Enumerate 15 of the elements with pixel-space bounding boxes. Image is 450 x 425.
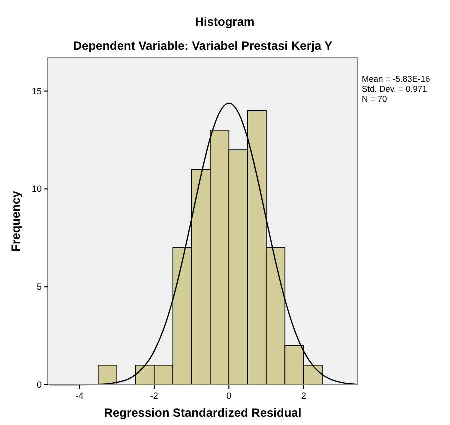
chart-subtitle: Dependent Variable: Variabel Prestasi Kerja Y: [73, 39, 333, 53]
chart-title: Histogram: [195, 15, 255, 29]
y-tick-label: 5: [36, 282, 42, 292]
x-axis-title: Regression Standardized Residual: [104, 406, 302, 420]
y-axis-title: Frequency: [9, 190, 23, 252]
x-tick-label: -2: [150, 391, 158, 401]
text: N = 70: [362, 94, 388, 104]
y-tick-label: 10: [32, 184, 42, 194]
x-tick-label: 0: [226, 391, 232, 401]
y-tick-label: 15: [32, 86, 42, 96]
x-tick-label: 2: [301, 391, 306, 401]
x-tick-label: -4: [76, 391, 84, 401]
y-tick-label: 0: [36, 380, 42, 390]
text: Mean = -5.83E-16: [362, 74, 431, 84]
text: Std. Dev. = 0.971: [362, 84, 428, 94]
